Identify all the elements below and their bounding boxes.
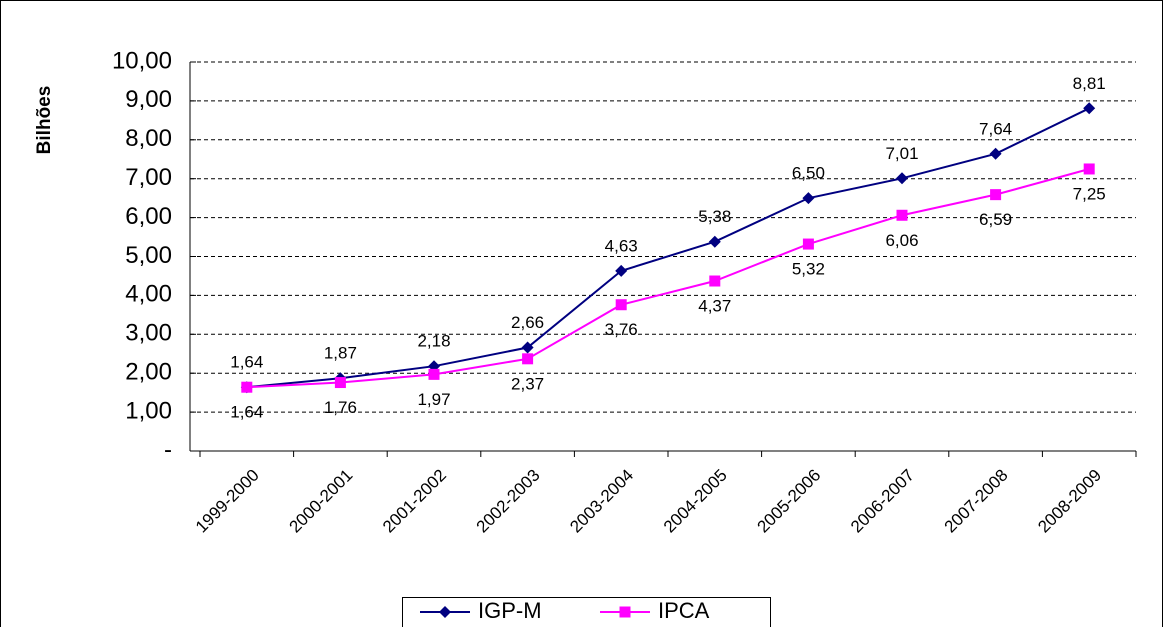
data-label: 1,76 — [324, 398, 357, 417]
y-tick-label: 2,00 — [125, 359, 172, 386]
y-tick-label: 9,00 — [125, 86, 172, 113]
legend: IGP-M IPCA — [402, 597, 771, 627]
data-label: 7,25 — [1073, 184, 1106, 203]
legend-label: IGP-M — [478, 598, 542, 623]
data-label: 1,97 — [417, 390, 450, 409]
data-label: 6,59 — [979, 210, 1012, 229]
legend-label: IPCA — [658, 598, 710, 623]
data-label: 2,37 — [511, 374, 544, 393]
marker — [619, 606, 631, 618]
marker — [896, 172, 908, 185]
marker — [709, 275, 721, 287]
marker — [1083, 163, 1095, 175]
marker — [334, 377, 346, 389]
data-label: 6,50 — [792, 164, 825, 183]
marker — [1083, 102, 1096, 115]
y-tick-label: 4,00 — [125, 281, 172, 308]
marker — [896, 209, 908, 221]
data-label: 4,63 — [605, 236, 638, 255]
data-label: 2,18 — [417, 332, 450, 351]
marker — [241, 381, 253, 393]
y-tick-label: 6,00 — [125, 203, 172, 230]
y-tick-label: 8,00 — [125, 125, 172, 152]
data-label: 7,64 — [979, 119, 1012, 138]
marker — [428, 368, 440, 380]
data-label: 7,01 — [885, 144, 918, 163]
data-label: 5,38 — [698, 207, 731, 226]
data-label: 8,81 — [1073, 74, 1106, 93]
y-tick-label: 10,00 — [112, 47, 172, 74]
marker — [439, 606, 451, 618]
y-tick-label: 3,00 — [125, 320, 172, 347]
marker — [522, 353, 534, 365]
data-label: 3,76 — [605, 320, 638, 339]
data-label: 1,87 — [324, 344, 357, 363]
data-label: 1,64 — [230, 403, 263, 422]
marker — [802, 192, 815, 205]
data-label: 1,64 — [230, 353, 263, 372]
marker — [615, 299, 627, 311]
marker — [615, 264, 628, 277]
data-label: 6,06 — [885, 231, 918, 250]
marker — [990, 189, 1002, 201]
data-label: 2,66 — [511, 313, 544, 332]
marker — [989, 147, 1002, 160]
data-label: 5,32 — [792, 260, 825, 279]
y-tick-label: 1,00 — [125, 397, 172, 424]
series-line — [246, 107, 1090, 389]
series-line — [246, 168, 1090, 389]
marker — [802, 238, 814, 250]
data-label: 4,37 — [698, 296, 731, 315]
marker — [521, 341, 534, 354]
y-tick-label: 7,00 — [125, 164, 172, 191]
y-axis-title: Bilhões — [34, 86, 55, 155]
y-tick-label: 5,00 — [125, 242, 172, 269]
y-tick-label: - — [164, 436, 172, 463]
marker — [708, 235, 721, 248]
